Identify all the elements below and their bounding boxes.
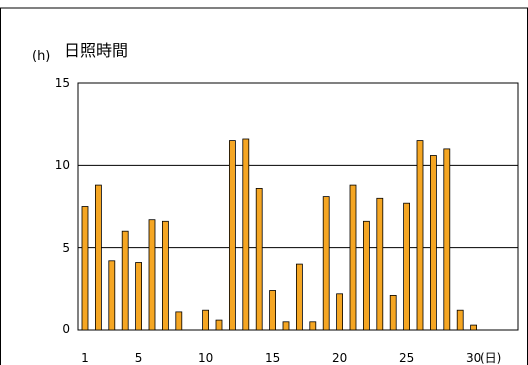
bar-day-10: [202, 309, 210, 331]
bar-day-25: [403, 202, 411, 331]
bar-day-30: [470, 324, 478, 331]
gridlines: [78, 164, 518, 249]
x-tick-10: 10: [198, 351, 213, 365]
x-axis-unit: (日): [480, 351, 501, 365]
x-tick-1: 1: [81, 351, 89, 365]
y-tick-0: 0: [62, 322, 70, 336]
bar-day-15: [269, 290, 277, 331]
bar-day-26: [416, 140, 424, 331]
bar-day-29: [456, 309, 464, 331]
bar-day-16: [282, 321, 290, 331]
bar-day-2: [95, 184, 102, 331]
bar-day-11: [215, 319, 223, 331]
bar-day-12: [228, 140, 236, 331]
bar-day-8: [175, 311, 183, 331]
x-tick-25: 25: [399, 351, 414, 365]
x-tick-30: 30: [466, 351, 481, 365]
bar-day-20: [336, 293, 344, 331]
bar-day-6: [148, 219, 156, 331]
bar-day-3: [108, 260, 116, 331]
bar-day-13: [242, 138, 250, 331]
bar-day-4: [121, 230, 129, 331]
bar-day-5: [135, 262, 143, 331]
y-tick-5: 5: [62, 241, 70, 255]
x-tick-20: 20: [332, 351, 347, 365]
bar-series: [81, 138, 478, 331]
bar-day-22: [362, 220, 370, 331]
bar-day-24: [389, 294, 397, 331]
bar-day-17: [295, 263, 303, 331]
x-tick-15: 15: [265, 351, 280, 365]
bar-day-14: [255, 187, 263, 331]
bar-day-28: [443, 148, 451, 331]
bar-day-23: [376, 197, 384, 331]
bar-day-1: [81, 206, 89, 331]
y-tick-15: 15: [55, 76, 70, 90]
bar-day-21: [349, 184, 357, 331]
bar-day-27: [429, 155, 437, 331]
chart-title: 日照時間: [64, 41, 128, 60]
x-tick-5: 5: [135, 351, 143, 365]
bar-day-19: [322, 196, 330, 331]
y-tick-10: 10: [55, 158, 70, 172]
bar-day-18: [309, 321, 317, 331]
bar-day-7: [161, 220, 169, 331]
y-axis-unit: (h): [32, 49, 50, 64]
